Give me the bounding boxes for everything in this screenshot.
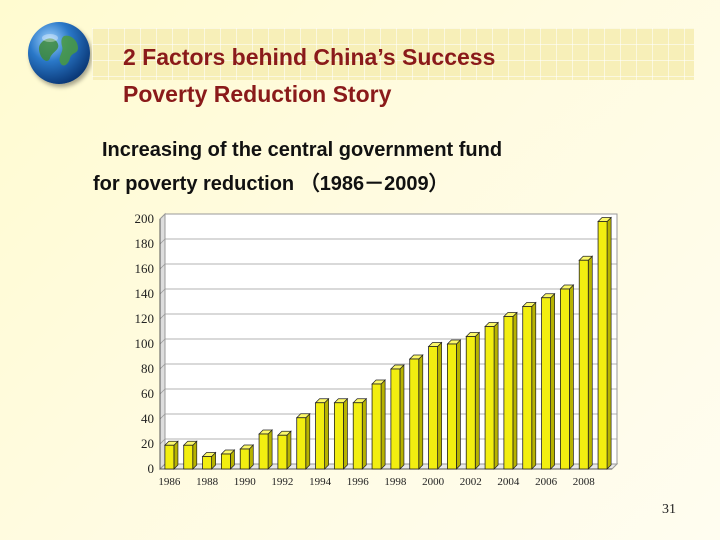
title-band (92, 28, 694, 80)
y-tick-label: 100 (135, 336, 155, 351)
bar (503, 316, 514, 470)
bar-side (531, 301, 537, 470)
y-tick-label: 180 (135, 236, 155, 251)
bar-side (380, 379, 386, 470)
bar (333, 402, 344, 470)
bar-side (493, 321, 499, 470)
bar (164, 444, 175, 470)
bar-side (324, 397, 329, 470)
gridline (159, 288, 617, 295)
bar-side (606, 216, 612, 470)
x-tick-label: 1992 (271, 476, 293, 488)
bar-side (512, 311, 518, 470)
y-tick-label: 140 (135, 286, 155, 301)
bar (446, 343, 457, 470)
bar (390, 368, 401, 470)
x-tick-label: 1998 (384, 476, 407, 488)
bar (239, 448, 250, 470)
bar (296, 417, 307, 470)
bar (202, 456, 213, 470)
x-tick-label: 2002 (460, 476, 482, 488)
bar-side (418, 354, 424, 470)
bar (559, 288, 570, 470)
bar (315, 402, 326, 470)
bar-side (267, 429, 273, 470)
bar-side (550, 292, 555, 470)
bar (352, 402, 363, 470)
x-tick-label: 1996 (347, 476, 370, 488)
bar-side (569, 284, 574, 470)
bar (541, 297, 552, 470)
x-tick-label: 2008 (573, 476, 596, 488)
y-tick-label: 120 (135, 311, 155, 326)
bar (371, 383, 382, 470)
y-tick-label: 200 (135, 211, 155, 226)
x-tick-label: 2006 (535, 476, 558, 488)
y-tick-label: 160 (135, 261, 155, 276)
bar (484, 326, 495, 470)
x-tick-label: 2000 (422, 476, 445, 488)
bar (522, 306, 533, 470)
y-tick-label: 20 (141, 436, 154, 451)
y-tick-label: 0 (148, 461, 155, 476)
bar-side (305, 412, 311, 470)
bar-side (286, 430, 292, 470)
bar-side (192, 440, 198, 470)
x-tick-label: 1988 (196, 476, 219, 488)
slide-title-line-1: 2 Factors behind China’s Success (123, 44, 496, 70)
x-tick-label: 2004 (497, 476, 520, 488)
bar (258, 433, 269, 470)
page-number: 31 (662, 502, 676, 517)
bar-side (456, 339, 461, 470)
bar-side (587, 255, 593, 470)
bar (597, 221, 608, 470)
y-tick-label: 40 (141, 411, 154, 426)
x-tick-label: 1990 (234, 476, 257, 488)
bar (220, 453, 231, 470)
slide-title-line-2: Poverty Reduction Story (123, 81, 392, 107)
y-tick-label: 60 (141, 386, 154, 401)
bar (428, 346, 439, 470)
gridline (159, 238, 617, 245)
gridline (159, 313, 617, 320)
x-tick-label: 1986 (158, 476, 181, 488)
bar (465, 336, 476, 470)
bar (277, 434, 288, 470)
bar-side (474, 331, 480, 470)
bar (578, 259, 589, 470)
gridline (159, 213, 617, 220)
bar-side (361, 397, 367, 470)
subtitle-line-2: for poverty reduction （1986－2009） (93, 173, 449, 195)
y-tick-label: 80 (141, 361, 154, 376)
bar-side (399, 364, 405, 470)
globe-icon (28, 22, 90, 84)
bar (409, 358, 420, 470)
gridline (159, 263, 617, 270)
bar (183, 444, 194, 470)
bar-side (343, 397, 348, 470)
bar-side (173, 440, 179, 470)
x-tick-label: 1994 (309, 476, 332, 488)
subtitle-line-1: Increasing of the central government fun… (102, 139, 503, 161)
bar-side (437, 341, 442, 470)
